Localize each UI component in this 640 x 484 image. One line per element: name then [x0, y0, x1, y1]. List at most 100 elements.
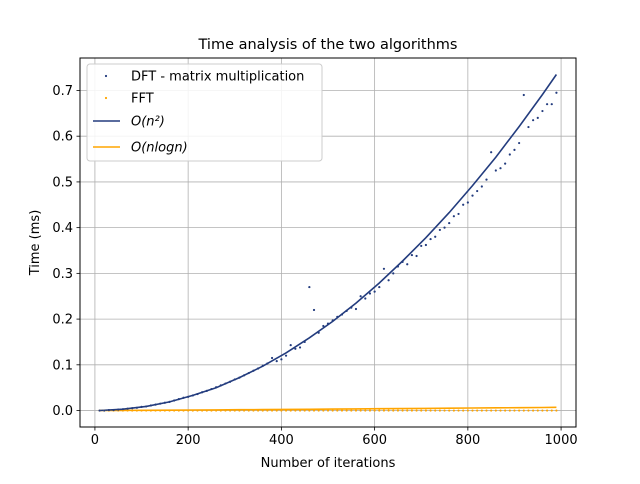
dft-point: [126, 407, 129, 410]
nlogn-fit-line: [99, 406, 557, 412]
dft-point: [532, 119, 535, 122]
dft-point: [443, 226, 446, 229]
y-tick-label: 0.7: [52, 84, 73, 99]
y-tick-label: 0.1: [52, 358, 73, 373]
x-tick-label: 600: [362, 433, 387, 448]
fft-point: [270, 409, 274, 412]
fft-point: [420, 409, 423, 412]
dft-point: [485, 178, 488, 181]
fft-point: [242, 409, 246, 412]
fft-point: [229, 409, 232, 412]
dft-point: [364, 297, 367, 300]
legend-nlogn-label: O(nlogn): [131, 141, 188, 156]
dft-point: [406, 263, 409, 266]
dft-point: [107, 408, 111, 412]
fft-point: [126, 409, 129, 412]
dft-point: [242, 374, 246, 377]
fft-point: [294, 409, 297, 412]
fft-point: [168, 409, 171, 412]
fft-point: [326, 409, 330, 412]
dft-point: [187, 395, 190, 398]
fft-point: [215, 409, 218, 412]
dft-point: [434, 235, 437, 238]
dft-point: [462, 203, 465, 206]
dft-point: [392, 272, 395, 275]
chart-title: Time analysis of the two algorithms: [198, 37, 458, 53]
dft-point: [210, 387, 213, 391]
dft-point: [336, 315, 339, 318]
fft-point: [438, 409, 441, 412]
dft-point: [359, 295, 362, 298]
fft-point: [182, 409, 185, 412]
fft-point: [312, 409, 316, 412]
fft-point: [233, 409, 236, 412]
dft-point: [266, 362, 269, 365]
fft-point: [527, 409, 530, 412]
dft-point: [289, 344, 292, 347]
dft-point: [378, 285, 381, 289]
fft-point: [154, 409, 157, 412]
dft-point: [294, 347, 297, 350]
dft-point: [280, 358, 283, 361]
dft-point: [504, 162, 507, 165]
dft-point: [117, 408, 120, 411]
dft-point: [224, 382, 227, 385]
fft-point: [373, 409, 376, 412]
fft-point: [219, 409, 222, 412]
fft-point: [401, 409, 404, 412]
fft-point: [196, 409, 199, 412]
fft-point: [149, 409, 152, 412]
x-tick-label: 400: [269, 433, 294, 448]
y-axis-label: Time (ms): [28, 210, 43, 277]
fft-point: [480, 409, 483, 412]
fft-point: [504, 409, 507, 412]
y-tick-label: 0.5: [52, 175, 73, 190]
fft-point: [410, 409, 414, 412]
fft-point: [550, 409, 553, 412]
fft-point: [256, 409, 260, 412]
x-tick-label: 800: [455, 433, 480, 448]
fft-point: [499, 409, 502, 412]
fft-point: [490, 409, 493, 412]
dft-point: [177, 398, 180, 401]
dft-point: [448, 221, 451, 225]
dft-point: [396, 265, 400, 268]
fft-point: [513, 409, 516, 412]
fft-point: [280, 409, 283, 412]
axes-frame: [79, 57, 577, 428]
dft-point: [112, 408, 115, 412]
fft-point: [364, 409, 367, 412]
fft-point: [406, 409, 409, 412]
y-tick-label: 0.0: [52, 404, 73, 419]
dft-point: [131, 407, 134, 410]
fft-point: [443, 409, 446, 412]
dft-point: [229, 380, 232, 383]
fft-point: [541, 409, 544, 412]
y-tick-label: 0.3: [52, 267, 73, 282]
dft-point: [508, 153, 511, 156]
fft-point: [303, 409, 306, 412]
fft-point: [238, 409, 241, 412]
fft-point: [476, 409, 479, 412]
dft-point: [518, 141, 521, 145]
fft-point: [289, 409, 292, 412]
fft-point: [424, 409, 427, 412]
legend-fft-label: FFT: [131, 92, 154, 107]
dft-point: [457, 212, 460, 216]
dft-point: [429, 237, 432, 241]
fft-point: [452, 409, 455, 412]
plot-data: [98, 74, 558, 412]
dft-point: [476, 189, 479, 193]
fft-point: [350, 409, 353, 412]
fft-point: [317, 409, 320, 412]
dft-point: [368, 292, 372, 295]
legend-fft-marker: [104, 96, 108, 100]
dft-point: [191, 394, 194, 397]
dft-point: [326, 322, 330, 325]
fft-point: [224, 409, 227, 412]
fft-point: [466, 409, 469, 412]
fft-point: [173, 409, 176, 412]
dft-point: [256, 367, 260, 370]
dft-point: [438, 228, 441, 232]
